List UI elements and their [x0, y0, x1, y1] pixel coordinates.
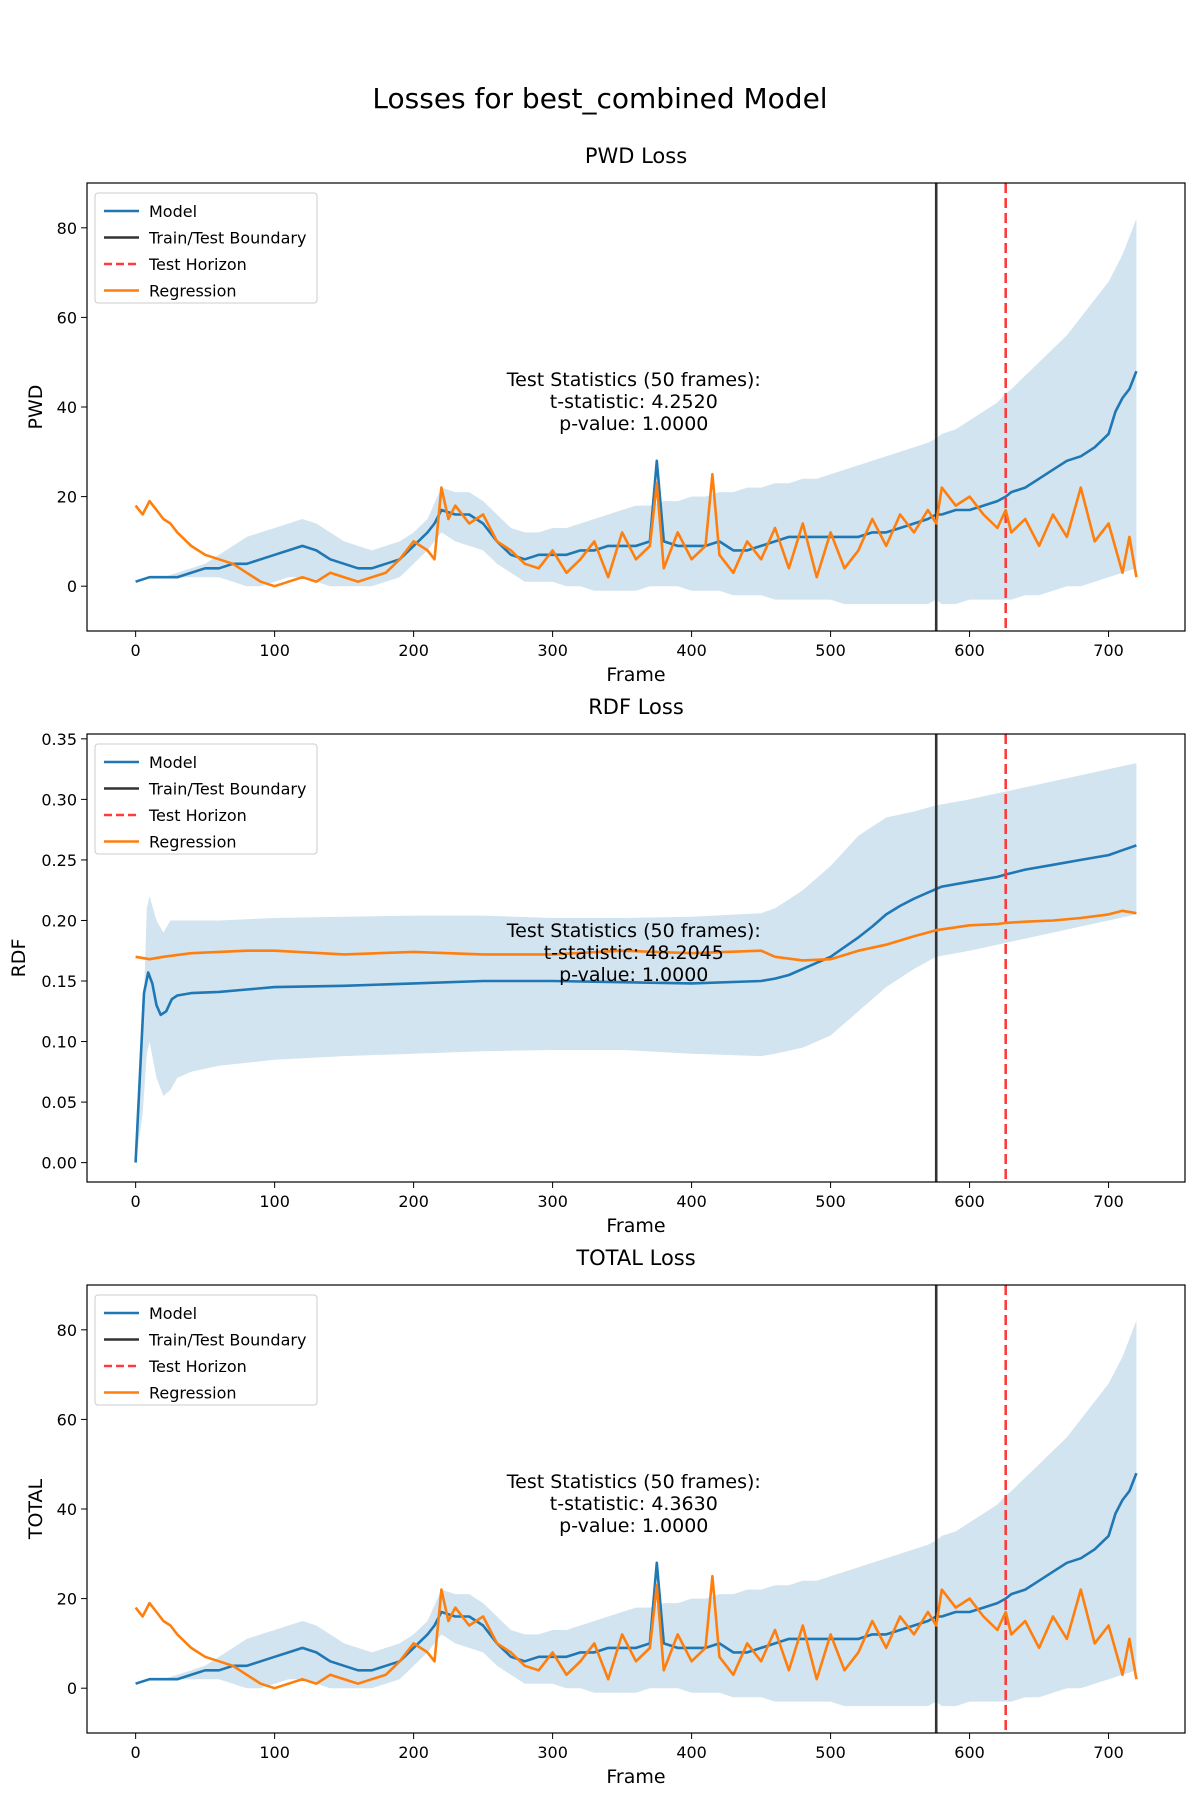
- x-tick-label: 0: [131, 1743, 141, 1762]
- test-statistics-annotation: t-statistic: 48.2045: [544, 942, 724, 964]
- chart-panel-3: TOTAL Loss 0 100 200 300 400 500 600 700 0 20 40 60 8…: [25, 1246, 1186, 1788]
- y-tick-label: 0.05: [41, 1093, 77, 1112]
- y-tick-label: 80: [57, 1321, 77, 1340]
- legend-label: Test Horizon: [148, 806, 247, 825]
- test-statistics-annotation: t-statistic: 4.3630: [550, 1493, 718, 1515]
- axes-frame: [86, 733, 1186, 1183]
- regression-line: [134, 1574, 1138, 1690]
- chart-title: PWD Loss: [585, 144, 687, 168]
- chart-title: RDF Loss: [588, 695, 684, 719]
- legend-label: Regression: [149, 1384, 237, 1403]
- x-axis-label: Frame: [606, 1215, 665, 1237]
- y-tick-label: 40: [57, 1500, 77, 1519]
- legend: Model Train/Test Boundary Test Horizon Regr…: [94, 743, 318, 855]
- legend-label: Train/Test Boundary: [148, 780, 306, 799]
- model-line: [134, 844, 1137, 1163]
- x-tick-label: 200: [398, 1743, 429, 1762]
- test-statistics-annotation: t-statistic: 4.2520: [550, 391, 718, 413]
- test-statistics-annotation: p-value: 1.0000: [559, 964, 708, 986]
- legend-label: Model: [149, 202, 197, 221]
- model-confidence-band: [135, 1320, 1137, 1707]
- legend-label: Model: [149, 753, 197, 772]
- legend-label: Model: [149, 1304, 197, 1323]
- x-tick-label: 400: [676, 1192, 707, 1211]
- y-axis-label: PWD: [25, 385, 47, 430]
- x-tick-label: 700: [1093, 1192, 1124, 1211]
- figure-title: Losses for best_combined Model: [372, 82, 828, 115]
- x-axis-label: Frame: [606, 664, 665, 686]
- test-statistics-annotation: p-value: 1.0000: [559, 413, 708, 435]
- legend-box: [94, 743, 318, 855]
- plot-area: [134, 183, 1138, 631]
- x-tick-label: 600: [954, 641, 985, 660]
- y-tick-label: 20: [57, 1590, 77, 1609]
- x-tick-label: 200: [398, 641, 429, 660]
- test-statistics-annotation: Test Statistics (50 frames):: [506, 920, 761, 942]
- regression-line: [135, 909, 1137, 962]
- x-tick-label: 100: [259, 1192, 290, 1211]
- y-tick-label: 0.00: [41, 1154, 77, 1173]
- test-statistics-annotation: p-value: 1.0000: [559, 1515, 708, 1537]
- x-tick-label: 500: [815, 641, 846, 660]
- x-tick-label: 0: [131, 1192, 141, 1211]
- y-tick-label: 0.10: [41, 1033, 77, 1052]
- plot-area: [134, 734, 1137, 1182]
- legend: Model Train/Test Boundary Test Horizon Regr…: [94, 1294, 318, 1406]
- chart-title: TOTAL Loss: [575, 1246, 695, 1270]
- y-tick-label: 0.25: [41, 851, 77, 870]
- model-line: [135, 1472, 1138, 1685]
- x-tick-label: 300: [537, 641, 568, 660]
- x-tick-label: 200: [398, 1192, 429, 1211]
- legend-label: Regression: [149, 833, 237, 852]
- x-tick-label: 700: [1093, 1743, 1124, 1762]
- x-tick-label: 0: [131, 641, 141, 660]
- chart-panel-2: RDF Loss 0 100 200 300 400 500 600 700 0.00 0.05 0.…: [8, 695, 1186, 1237]
- x-tick-label: 500: [815, 1743, 846, 1762]
- legend-label: Train/Test Boundary: [148, 229, 306, 248]
- y-tick-label: 60: [57, 1410, 77, 1429]
- y-tick-label: 0.20: [41, 911, 77, 930]
- y-tick-label: 80: [57, 219, 77, 238]
- x-tick-label: 300: [537, 1743, 568, 1762]
- x-tick-label: 400: [676, 1743, 707, 1762]
- legend-box: [94, 1294, 318, 1406]
- y-tick-label: 0.30: [41, 790, 77, 809]
- y-tick-label: 0: [67, 1679, 77, 1698]
- model-line: [135, 370, 1138, 583]
- legend-label: Train/Test Boundary: [148, 1331, 306, 1350]
- legend-label: Test Horizon: [148, 255, 247, 274]
- y-tick-label: 0: [67, 577, 77, 596]
- legend-box: [94, 192, 318, 304]
- x-tick-label: 400: [676, 641, 707, 660]
- legend-label: Test Horizon: [148, 1357, 247, 1376]
- legend-label: Regression: [149, 282, 237, 301]
- y-axis-label: RDF: [8, 939, 30, 978]
- x-tick-label: 600: [954, 1192, 985, 1211]
- model-confidence-band: [135, 763, 1137, 1163]
- x-axis-label: Frame: [606, 1766, 665, 1788]
- y-tick-label: 60: [57, 308, 77, 327]
- x-tick-label: 600: [954, 1743, 985, 1762]
- test-statistics-annotation: Test Statistics (50 frames):: [506, 369, 761, 391]
- x-tick-label: 500: [815, 1192, 846, 1211]
- model-confidence-band: [135, 218, 1137, 605]
- x-tick-label: 700: [1093, 641, 1124, 660]
- chart-panel-1: PWD Loss 0 100 200 300 400 500 600 700 0 20 40 60 80 F…: [25, 144, 1186, 686]
- x-tick-label: 100: [259, 641, 290, 660]
- x-tick-label: 300: [537, 1192, 568, 1211]
- y-tick-label: 0.35: [41, 730, 77, 749]
- y-tick-label: 40: [57, 398, 77, 417]
- y-tick-label: 20: [57, 488, 77, 507]
- plot-area: [134, 1285, 1138, 1733]
- y-axis-label: TOTAL: [25, 1478, 47, 1540]
- legend: Model Train/Test Boundary Test Horizon Regr…: [94, 192, 318, 304]
- x-tick-label: 100: [259, 1743, 290, 1762]
- regression-line: [134, 472, 1138, 588]
- test-statistics-annotation: Test Statistics (50 frames):: [506, 1471, 761, 1493]
- y-tick-label: 0.15: [41, 972, 77, 991]
